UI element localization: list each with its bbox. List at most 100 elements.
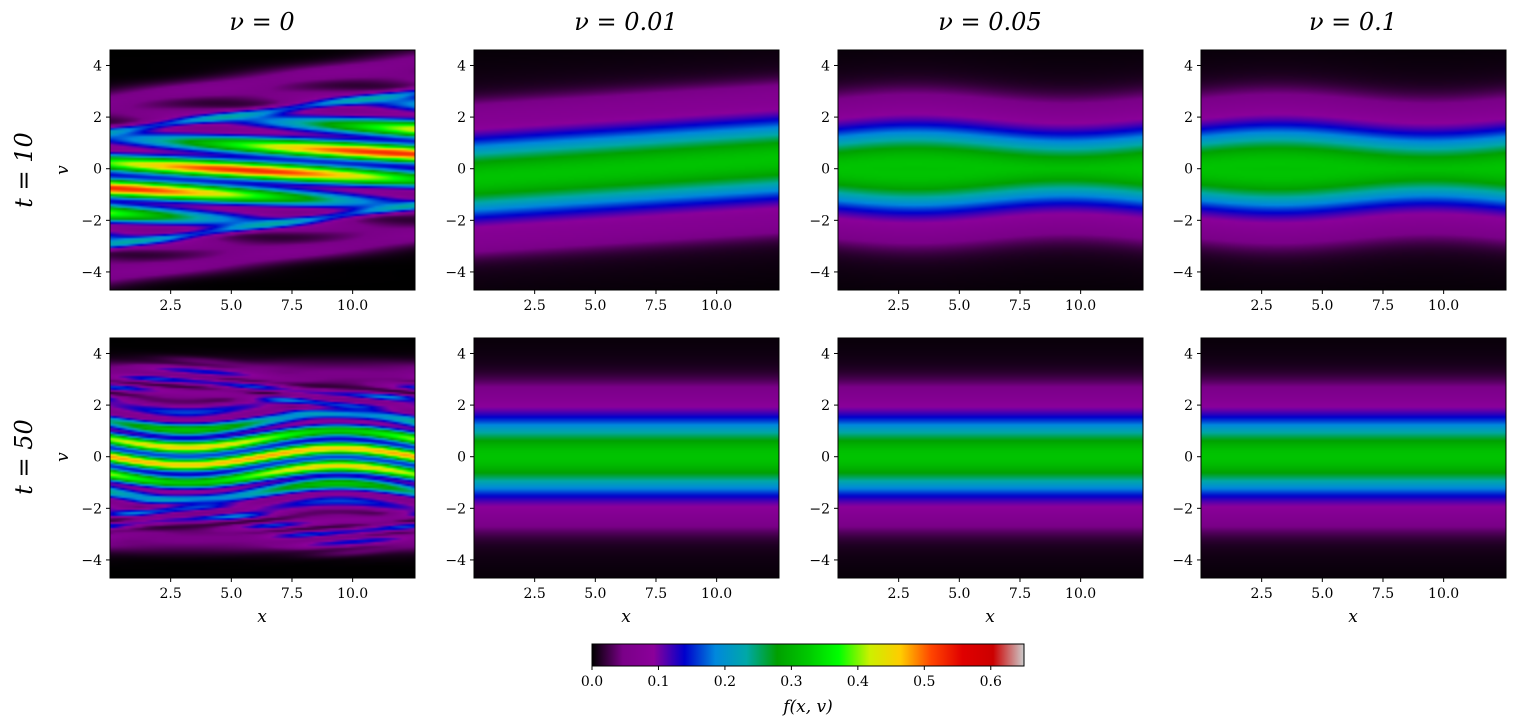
x-tick-label: 7.5 [1009,586,1031,602]
x-tick-label: 2.5 [1251,298,1273,314]
colorbar-ticks: 0.0 0.1 0.2 0.3 0.4 0.5 0.6 [581,666,1002,690]
column-title-3: ν = 0.05 [938,8,1041,36]
y-tick-label: −2 [445,213,466,229]
colorbar-label: f(x, v) [781,697,833,717]
panel-2-2: 2.5 5.0 7.5 10.0 −4 −2 0 2 4 [445,337,780,602]
colorbar-tick-label: 0.0 [581,674,603,690]
y-tick-label: −4 [445,553,466,569]
x-tick-label: 10.0 [701,586,732,602]
x-tick-label: 5.0 [584,586,606,602]
x-tick-label: 5.0 [948,298,970,314]
x-tick-label: 2.5 [160,586,182,602]
colorbar-tick-label: 0.1 [647,674,669,690]
heatmap-image [838,338,1143,578]
colorbar-tick-label: 0.6 [980,674,1002,690]
x-tick-label: 5.0 [220,586,242,602]
x-tick-label: 7.5 [1372,298,1394,314]
y-tick-label: 4 [457,346,466,362]
axes-frame [1200,49,1507,291]
y-tick-label: 0 [93,162,102,178]
y-tick-label: 2 [93,398,102,414]
heatmap-image [1201,50,1506,290]
colorbar: 0.0 0.1 0.2 0.3 0.4 0.5 0.6 f(x, v) [581,643,1025,717]
x-tick-label: 2.5 [160,298,182,314]
axes-frame [1200,337,1507,579]
y-tick-label: −2 [81,501,102,517]
heatmap-image [474,50,779,290]
y-tick-label: −4 [1172,265,1193,281]
y-tick-label: 0 [1184,162,1193,178]
x-tick-label: 5.0 [1311,586,1333,602]
y-tick-label: −2 [1172,501,1193,517]
y-tick-label: −4 [81,265,102,281]
x-tick-label: 7.5 [281,298,303,314]
panel-2-4: 2.5 5.0 7.5 10.0 −4 −2 0 2 4 [1172,337,1507,602]
y-tick-label: −2 [1172,213,1193,229]
y-tick-label: 0 [821,162,830,178]
axes-frame [837,337,1144,579]
column-title-4: ν = 0.1 [1309,8,1397,36]
axes-frame [473,49,780,291]
x-tick-label: 10.0 [1065,298,1096,314]
x-tick-label: 10.0 [701,298,732,314]
row-title-2: t = 50 [10,419,38,495]
heatmap-image [1201,338,1506,578]
y-tick-label: −4 [445,265,466,281]
xlabel-col-4: x [1348,607,1358,627]
y-tick-label: 2 [457,110,466,126]
column-title-2: ν = 0.01 [574,8,677,36]
ylabel-row-2: v [53,452,73,462]
x-tick-label: 7.5 [645,298,667,314]
colorbar-tick-label: 0.5 [913,674,935,690]
panel-1-3: 2.5 5.0 7.5 10.0 −4 −2 0 2 4 [809,49,1144,314]
axes-frame [473,337,780,579]
y-tick-label: −2 [81,213,102,229]
panel-2-1: 2.5 5.0 7.5 10.0 −4 −2 0 2 4 [81,337,416,602]
panel-1-2: 2.5 5.0 7.5 10.0 −4 −2 0 2 4 [445,49,780,314]
panel-2-3: 2.5 5.0 7.5 10.0 −4 −2 0 2 4 [809,337,1144,602]
y-tick-label: 0 [457,162,466,178]
heatmap-image [474,338,779,578]
heatmap-image [110,50,415,290]
y-tick-label: 0 [93,450,102,466]
y-tick-label: 4 [93,58,102,74]
x-tick-label: 2.5 [524,586,546,602]
y-tick-label: 4 [821,346,830,362]
panel-grid: 2.5 5.0 7.5 10.0 −4 −2 0 2 4 2.5 5.0 7.5 10.0 −4 −2 0 2 4… [81,49,1507,602]
colorbar-tick-label: 0.3 [780,674,802,690]
heatmap-image [110,338,415,578]
y-tick-label: 0 [821,450,830,466]
y-tick-label: 2 [821,110,830,126]
axes-frame [109,49,416,291]
y-tick-label: 4 [1184,346,1193,362]
y-tick-label: 0 [457,450,466,466]
x-tick-label: 10.0 [1428,586,1459,602]
x-tick-label: 2.5 [888,298,910,314]
xlabel-col-3: x [985,607,995,627]
panel-1-4: 2.5 5.0 7.5 10.0 −4 −2 0 2 4 [1172,49,1507,314]
axes-frame [837,49,1144,291]
y-tick-label: 4 [1184,58,1193,74]
x-tick-label: 7.5 [1372,586,1394,602]
x-tick-label: 5.0 [1311,298,1333,314]
y-tick-label: 4 [93,346,102,362]
x-tick-label: 2.5 [888,586,910,602]
x-tick-label: 10.0 [1065,586,1096,602]
colorbar-tick-label: 0.2 [714,674,736,690]
x-tick-label: 7.5 [1009,298,1031,314]
y-tick-label: −4 [809,265,830,281]
xlabel-col-2: x [621,607,631,627]
ylabel-row-1: v [53,165,73,175]
xlabel-col-1: x [257,607,267,627]
y-tick-label: 2 [93,110,102,126]
y-tick-label: 4 [821,58,830,74]
x-tick-label: 10.0 [337,586,368,602]
y-tick-label: −4 [81,553,102,569]
x-tick-label: 10.0 [337,298,368,314]
row-title-1: t = 10 [10,132,38,208]
x-tick-label: 10.0 [1428,298,1459,314]
x-tick-label: 5.0 [948,586,970,602]
colorbar-body [591,643,1025,667]
y-tick-label: −4 [1172,553,1193,569]
column-title-1: ν = 0 [229,8,294,36]
